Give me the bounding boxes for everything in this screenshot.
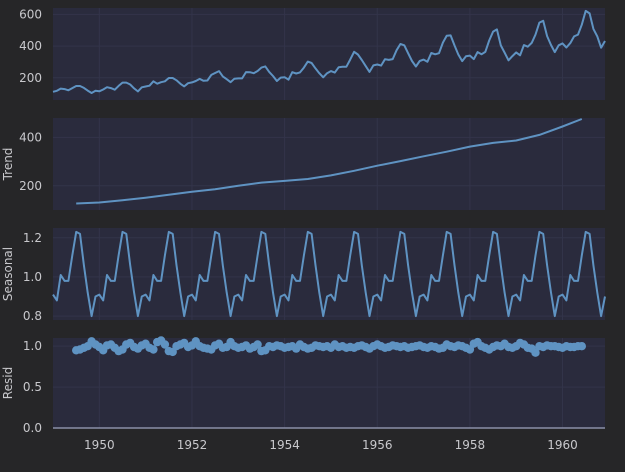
resid-plot-area bbox=[53, 338, 605, 428]
seasonal-y-tick-label: 0.8 bbox=[23, 309, 42, 323]
trend-plot-area bbox=[53, 118, 605, 210]
observed-y-tick-label: 600 bbox=[19, 7, 42, 21]
seasonal-y-tick-label: 1.0 bbox=[23, 270, 42, 284]
trend-panel: 200 400 Trend bbox=[1, 118, 605, 210]
x-tick-label: 1960 bbox=[547, 438, 578, 452]
trend-y-axis-label: Trend bbox=[1, 148, 15, 182]
trend-y-tick-label: 400 bbox=[19, 130, 42, 144]
resid-y-axis-label: Resid bbox=[1, 367, 15, 399]
resid-point bbox=[160, 340, 170, 349]
seasonal-y-axis-label: Seasonal bbox=[1, 247, 15, 301]
observed-panel: 200 400 600 bbox=[19, 7, 606, 100]
observed-y-tick-label: 400 bbox=[19, 39, 42, 53]
trend-y-tick-label: 200 bbox=[19, 179, 42, 193]
observed-series-line bbox=[52, 9, 606, 94]
seasonal-y-tick-label: 1.2 bbox=[23, 231, 42, 245]
resid-y-tick-label: 0.0 bbox=[23, 421, 42, 435]
x-tick-label: 1954 bbox=[269, 438, 300, 452]
resid-point bbox=[531, 348, 540, 357]
x-tick-label: 1956 bbox=[362, 438, 393, 452]
resid-panel: 0.0 0.5 1.0 Resid bbox=[1, 336, 605, 435]
observed-y-tick-label: 200 bbox=[19, 71, 42, 85]
resid-point bbox=[253, 340, 262, 349]
seasonal-panel: 0.8 1.0 1.2 Seasonal bbox=[1, 228, 606, 323]
x-tick-label: 1950 bbox=[84, 438, 115, 452]
seasonal-series-line bbox=[52, 230, 606, 318]
resid-y-tick-label: 0.5 bbox=[23, 380, 42, 394]
observed-plot-area bbox=[53, 8, 605, 100]
x-tick-label: 1958 bbox=[455, 438, 486, 452]
x-tick-label: 1952 bbox=[177, 438, 208, 452]
resid-y-tick-label: 1.0 bbox=[23, 339, 42, 353]
resid-point bbox=[149, 345, 158, 354]
seasonal-plot-area bbox=[53, 228, 605, 320]
resid-point bbox=[577, 342, 586, 351]
trend-series-line bbox=[76, 118, 583, 205]
